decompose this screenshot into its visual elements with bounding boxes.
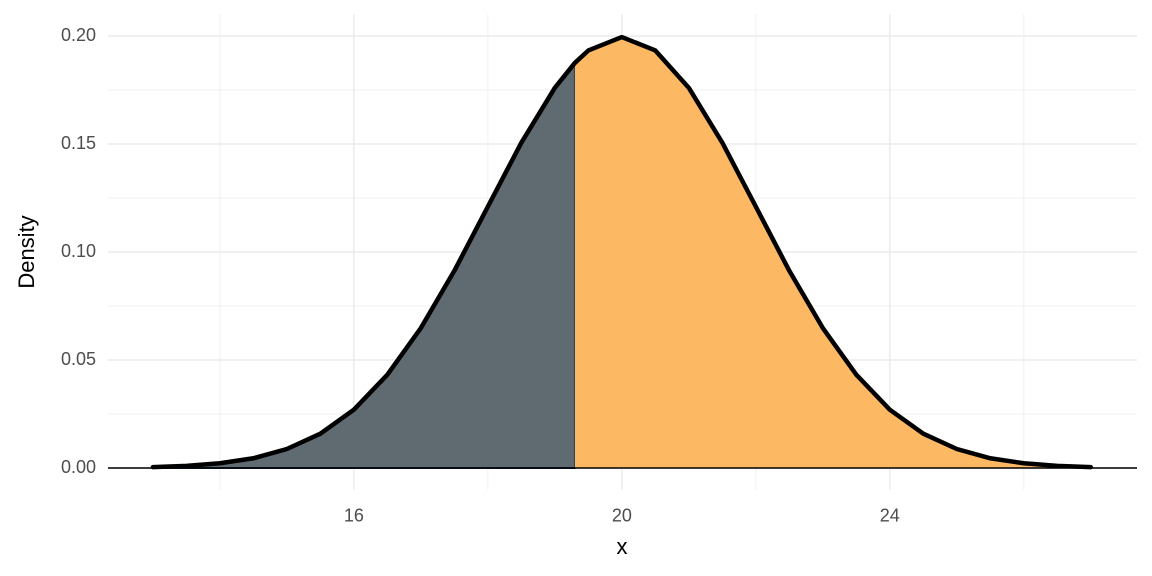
area-fill — [574, 37, 1091, 468]
y-axis-title: Density — [14, 215, 39, 288]
x-tick-label: 16 — [344, 505, 364, 525]
y-tick-label: 0.20 — [61, 25, 96, 45]
x-tick-label: 20 — [612, 505, 632, 525]
y-tick-label: 0.05 — [61, 349, 96, 369]
y-tick-label: 0.00 — [61, 457, 96, 477]
y-tick-label: 0.15 — [61, 133, 96, 153]
x-axis-title: x — [617, 534, 628, 559]
x-tick-label: 24 — [880, 505, 900, 525]
area-fill — [151, 59, 576, 469]
y-tick-label: 0.10 — [61, 241, 96, 261]
density-line — [150, 34, 1094, 470]
